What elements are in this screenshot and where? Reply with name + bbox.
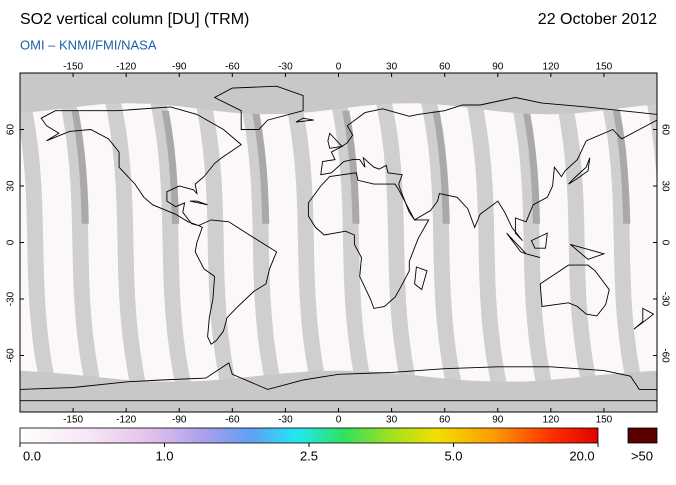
- lon-label-bottom: -150: [63, 415, 83, 426]
- lat-label-right: 0: [659, 240, 670, 246]
- lon-label-bottom: 0: [336, 415, 342, 426]
- lon-label-top: -60: [225, 62, 240, 73]
- lat-label-right: 30: [659, 180, 670, 192]
- lon-label-bottom: 150: [596, 415, 613, 426]
- lat-label-left: 0: [6, 239, 17, 245]
- lat-label-left: -60: [6, 348, 17, 363]
- colorbar: [20, 428, 598, 443]
- lon-label-bottom: 120: [542, 415, 559, 426]
- lon-label-top: 120: [542, 62, 559, 73]
- lon-label-bottom: -60: [225, 415, 240, 426]
- lon-label-bottom: -90: [172, 415, 187, 426]
- lon-label-top: 90: [492, 62, 504, 73]
- colorbar-label: 20.0: [569, 448, 594, 463]
- lon-label-bottom: -120: [116, 415, 136, 426]
- lat-label-left: 60: [6, 124, 17, 136]
- lon-label-top: -90: [172, 62, 187, 73]
- lat-label-left: -30: [6, 291, 17, 306]
- lon-label-bottom: 30: [386, 415, 398, 426]
- lon-label-bottom: -30: [278, 415, 293, 426]
- lon-label-top: -30: [278, 62, 293, 73]
- colorbar-overflow: [628, 428, 657, 443]
- overflow-label: >50: [631, 448, 653, 463]
- lon-label-top: 0: [336, 62, 342, 73]
- lat-label-right: 60: [659, 124, 670, 136]
- lon-label-top: 150: [596, 62, 613, 73]
- title: SO2 vertical column [DU] (TRM): [20, 11, 249, 28]
- lon-label-top: 60: [439, 62, 451, 73]
- colorbar-label: 0.0: [23, 448, 41, 463]
- lat-label-left: 30: [6, 180, 17, 192]
- colorbar-label: 5.0: [444, 448, 462, 463]
- lon-label-top: 30: [386, 62, 398, 73]
- lat-label-right: -30: [659, 292, 670, 307]
- lon-label-bottom: 90: [492, 415, 504, 426]
- lon-label-top: -150: [63, 62, 83, 73]
- colorbar-label: 1.0: [155, 448, 173, 463]
- date: 22 October 2012: [538, 11, 657, 28]
- lon-label-top: -120: [116, 62, 136, 73]
- colorbar-label: 2.5: [300, 448, 318, 463]
- lon-label-bottom: 60: [439, 415, 451, 426]
- subtitle: OMI – KNMI/FMI/NASA: [20, 37, 157, 52]
- lat-label-right: -60: [659, 348, 670, 363]
